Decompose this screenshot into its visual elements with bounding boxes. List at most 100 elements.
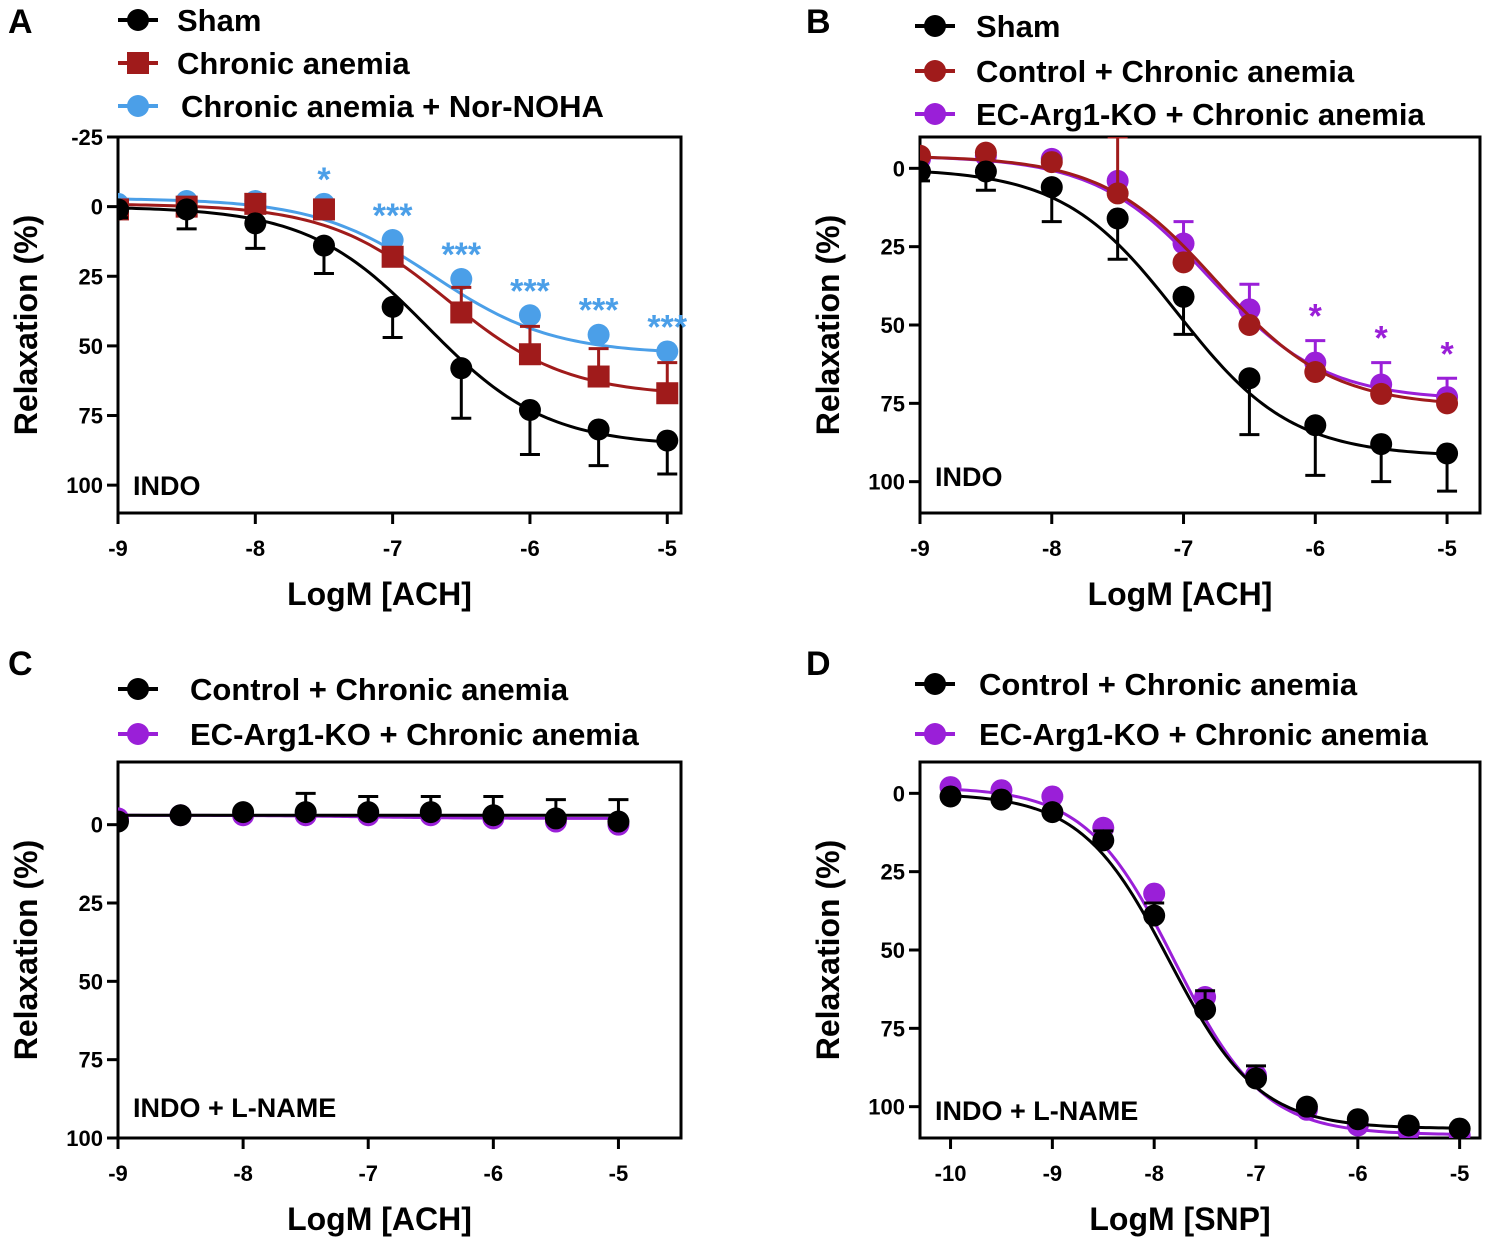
chart-panel-b: B Sham Control + Chronic anemia EC-Arg1-KO … <box>806 3 1482 612</box>
plot-frame <box>116 135 683 515</box>
y-tick-label: 25 <box>881 860 905 885</box>
y-tick-label: 0 <box>893 156 905 181</box>
x-axis-title: LogM [SNP] <box>1089 1201 1270 1237</box>
x-tick-label: -6 <box>1306 536 1326 561</box>
y-tick-label: 50 <box>881 938 905 963</box>
data-point <box>920 160 931 183</box>
y-tick-label: 100 <box>868 470 905 495</box>
y-tick-label: 0 <box>893 781 905 806</box>
panel-letter: D <box>806 645 831 683</box>
x-tick-label: -10 <box>935 1161 967 1186</box>
data-point <box>1238 314 1261 336</box>
y-tick-label: 50 <box>79 969 103 994</box>
data-point <box>656 340 679 363</box>
data-point <box>1238 367 1261 390</box>
data-point <box>974 141 997 164</box>
chart-panel-c: C Control + Chronic anemia EC-Arg1-KO + Ch… <box>8 645 683 1237</box>
data-point <box>1106 207 1129 230</box>
y-tick-label: 75 <box>79 404 103 429</box>
x-tick-label: -9 <box>1043 1161 1063 1186</box>
x-tick-label: -9 <box>910 536 930 561</box>
legend-marker <box>127 678 149 700</box>
y-tick-label: 100 <box>66 1126 103 1151</box>
data-point <box>1041 801 1064 824</box>
data-point <box>1172 232 1195 255</box>
x-tick-label: -5 <box>1450 1161 1470 1186</box>
data-point <box>1238 298 1261 321</box>
condition-label: INDO <box>133 471 201 501</box>
x-tick-label: -5 <box>609 1161 629 1186</box>
data-point <box>974 160 997 183</box>
series-sham <box>920 160 1459 493</box>
data-point <box>1092 829 1115 852</box>
data-point <box>357 801 380 824</box>
data-point <box>990 788 1013 811</box>
chart-panel-d: D Control + Chronic anemia EC-Arg1-KO + Ch… <box>806 645 1482 1237</box>
significance-mark: *** <box>579 292 619 330</box>
panel-letter: C <box>8 645 33 683</box>
data-point <box>544 807 567 830</box>
data-point <box>1370 433 1393 456</box>
y-tick-label: 0 <box>91 813 103 838</box>
significance-mark: * <box>1440 335 1454 373</box>
data-point <box>1304 414 1327 437</box>
panel-letter: B <box>806 3 831 41</box>
data-point <box>450 301 473 324</box>
data-point <box>294 801 317 824</box>
data-point <box>482 804 505 827</box>
significance-mark: *** <box>441 236 481 274</box>
fit-curve <box>118 206 668 444</box>
series-sham <box>118 198 679 476</box>
y-tick-label: 100 <box>66 473 103 498</box>
x-tick-label: -8 <box>1144 1161 1164 1186</box>
legend-label: Control + Chronic anemia <box>979 667 1358 702</box>
plot-area <box>118 190 679 476</box>
x-tick-label: -5 <box>657 536 677 561</box>
significance-mark: * <box>317 161 331 199</box>
plot-area <box>118 791 630 836</box>
y-axis-title: Relaxation (%) <box>810 840 846 1060</box>
legend-label: Chronic anemia + Nor-NOHA <box>181 89 604 124</box>
y-tick-label: 75 <box>79 1048 103 1073</box>
significance-mark: * <box>1375 320 1389 358</box>
data-point <box>1436 442 1459 465</box>
y-tick-label: 50 <box>881 313 905 338</box>
legend-marker <box>924 103 946 125</box>
legend-label: EC-Arg1-KO + Chronic anemia <box>979 717 1428 752</box>
data-point <box>175 198 198 221</box>
data-point <box>1040 151 1063 174</box>
data-point <box>1172 285 1195 308</box>
x-tick-label: -8 <box>1042 536 1062 561</box>
legend-label: Control + Chronic anemia <box>976 54 1355 89</box>
data-point <box>1397 1114 1420 1137</box>
y-tick-label: 0 <box>91 195 103 220</box>
legend-marker <box>127 723 149 745</box>
data-point <box>232 801 255 824</box>
series-control-chronic-anemia <box>939 785 1471 1138</box>
data-point <box>1172 251 1195 274</box>
series-ec-arg1-ko-chronic-anemia <box>939 776 1471 1138</box>
x-tick-label: -7 <box>1174 536 1194 561</box>
condition-label: INDO + L-NAME <box>935 1096 1138 1126</box>
y-tick-label: 50 <box>79 334 103 359</box>
data-point <box>244 212 267 235</box>
data-point <box>1295 1095 1318 1118</box>
y-tick-label: -25 <box>71 125 103 150</box>
data-point <box>450 357 473 380</box>
data-point <box>587 418 610 441</box>
legend-marker <box>127 52 149 74</box>
legend-label: EC-Arg1-KO + Chronic anemia <box>190 717 639 752</box>
data-point <box>312 198 335 221</box>
data-point <box>419 801 442 824</box>
legend-marker <box>127 9 149 31</box>
data-point <box>1041 785 1064 808</box>
legend-label: Sham <box>177 3 261 38</box>
condition-label: INDO + L-NAME <box>133 1093 336 1123</box>
data-point <box>656 429 679 452</box>
data-point <box>1143 882 1166 905</box>
plot-area <box>939 776 1471 1138</box>
series-ec-arg1-ko-chronic-anemia <box>920 144 1459 409</box>
data-point <box>1143 904 1166 927</box>
y-tick-label: 100 <box>868 1095 905 1120</box>
significance-mark: *** <box>373 197 413 235</box>
